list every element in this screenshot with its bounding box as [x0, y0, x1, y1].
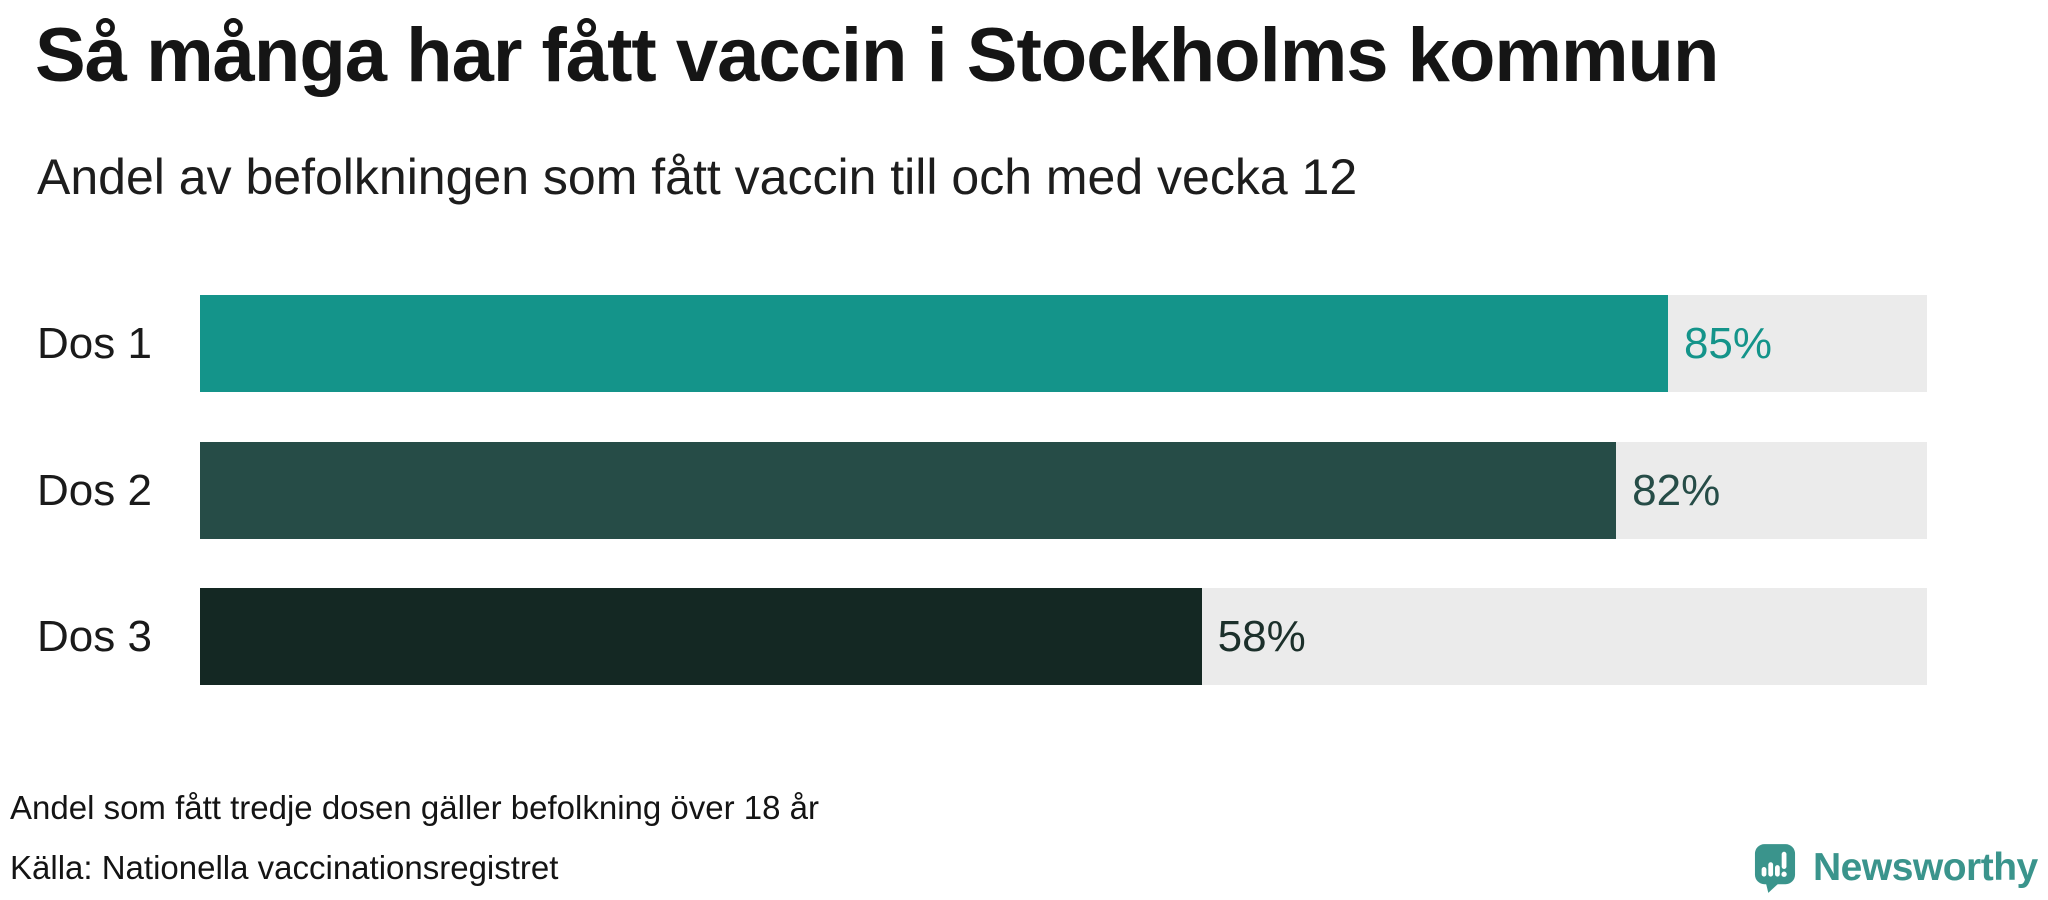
- chart-title: Så många har fått vaccin i Stockholms ko…: [35, 13, 1719, 98]
- value-label-dos-1: 85%: [1683, 318, 1773, 368]
- chart-subtitle: Andel av befolkningen som fått vaccin ti…: [37, 149, 1358, 205]
- bar-row-dos-3: Dos 3 58%: [0, 588, 2048, 685]
- bar-track-dos-3: 58%: [200, 588, 1927, 685]
- newsworthy-logo: Newsworthy: [1754, 843, 2038, 893]
- bar-dos-2: [200, 442, 1617, 539]
- value-label-dos-2: 82%: [1632, 465, 1721, 515]
- chart-source: Källa: Nationella vaccinationsregistret: [10, 849, 559, 886]
- bar-dos-3: [200, 588, 1202, 685]
- bar-track-dos-2: 82%: [200, 442, 1927, 539]
- bar-row-dos-1: Dos 1 85%: [0, 295, 2048, 392]
- newsworthy-bar-chart-bubble-icon: [1754, 844, 1796, 893]
- category-label-dos-3: Dos 3: [37, 611, 152, 661]
- newsworthy-logo-text: Newsworthy: [1813, 846, 2038, 889]
- value-label-dos-3: 58%: [1217, 611, 1306, 661]
- category-label-dos-2: Dos 2: [37, 465, 152, 515]
- bar-row-dos-2: Dos 2 82%: [0, 442, 2048, 539]
- category-label-dos-1: Dos 1: [37, 318, 152, 368]
- bar-dos-1: [200, 295, 1668, 392]
- bar-track-dos-1: 85%: [200, 295, 1927, 392]
- chart-footnote: Andel som fått tredje dosen gäller befol…: [10, 789, 819, 826]
